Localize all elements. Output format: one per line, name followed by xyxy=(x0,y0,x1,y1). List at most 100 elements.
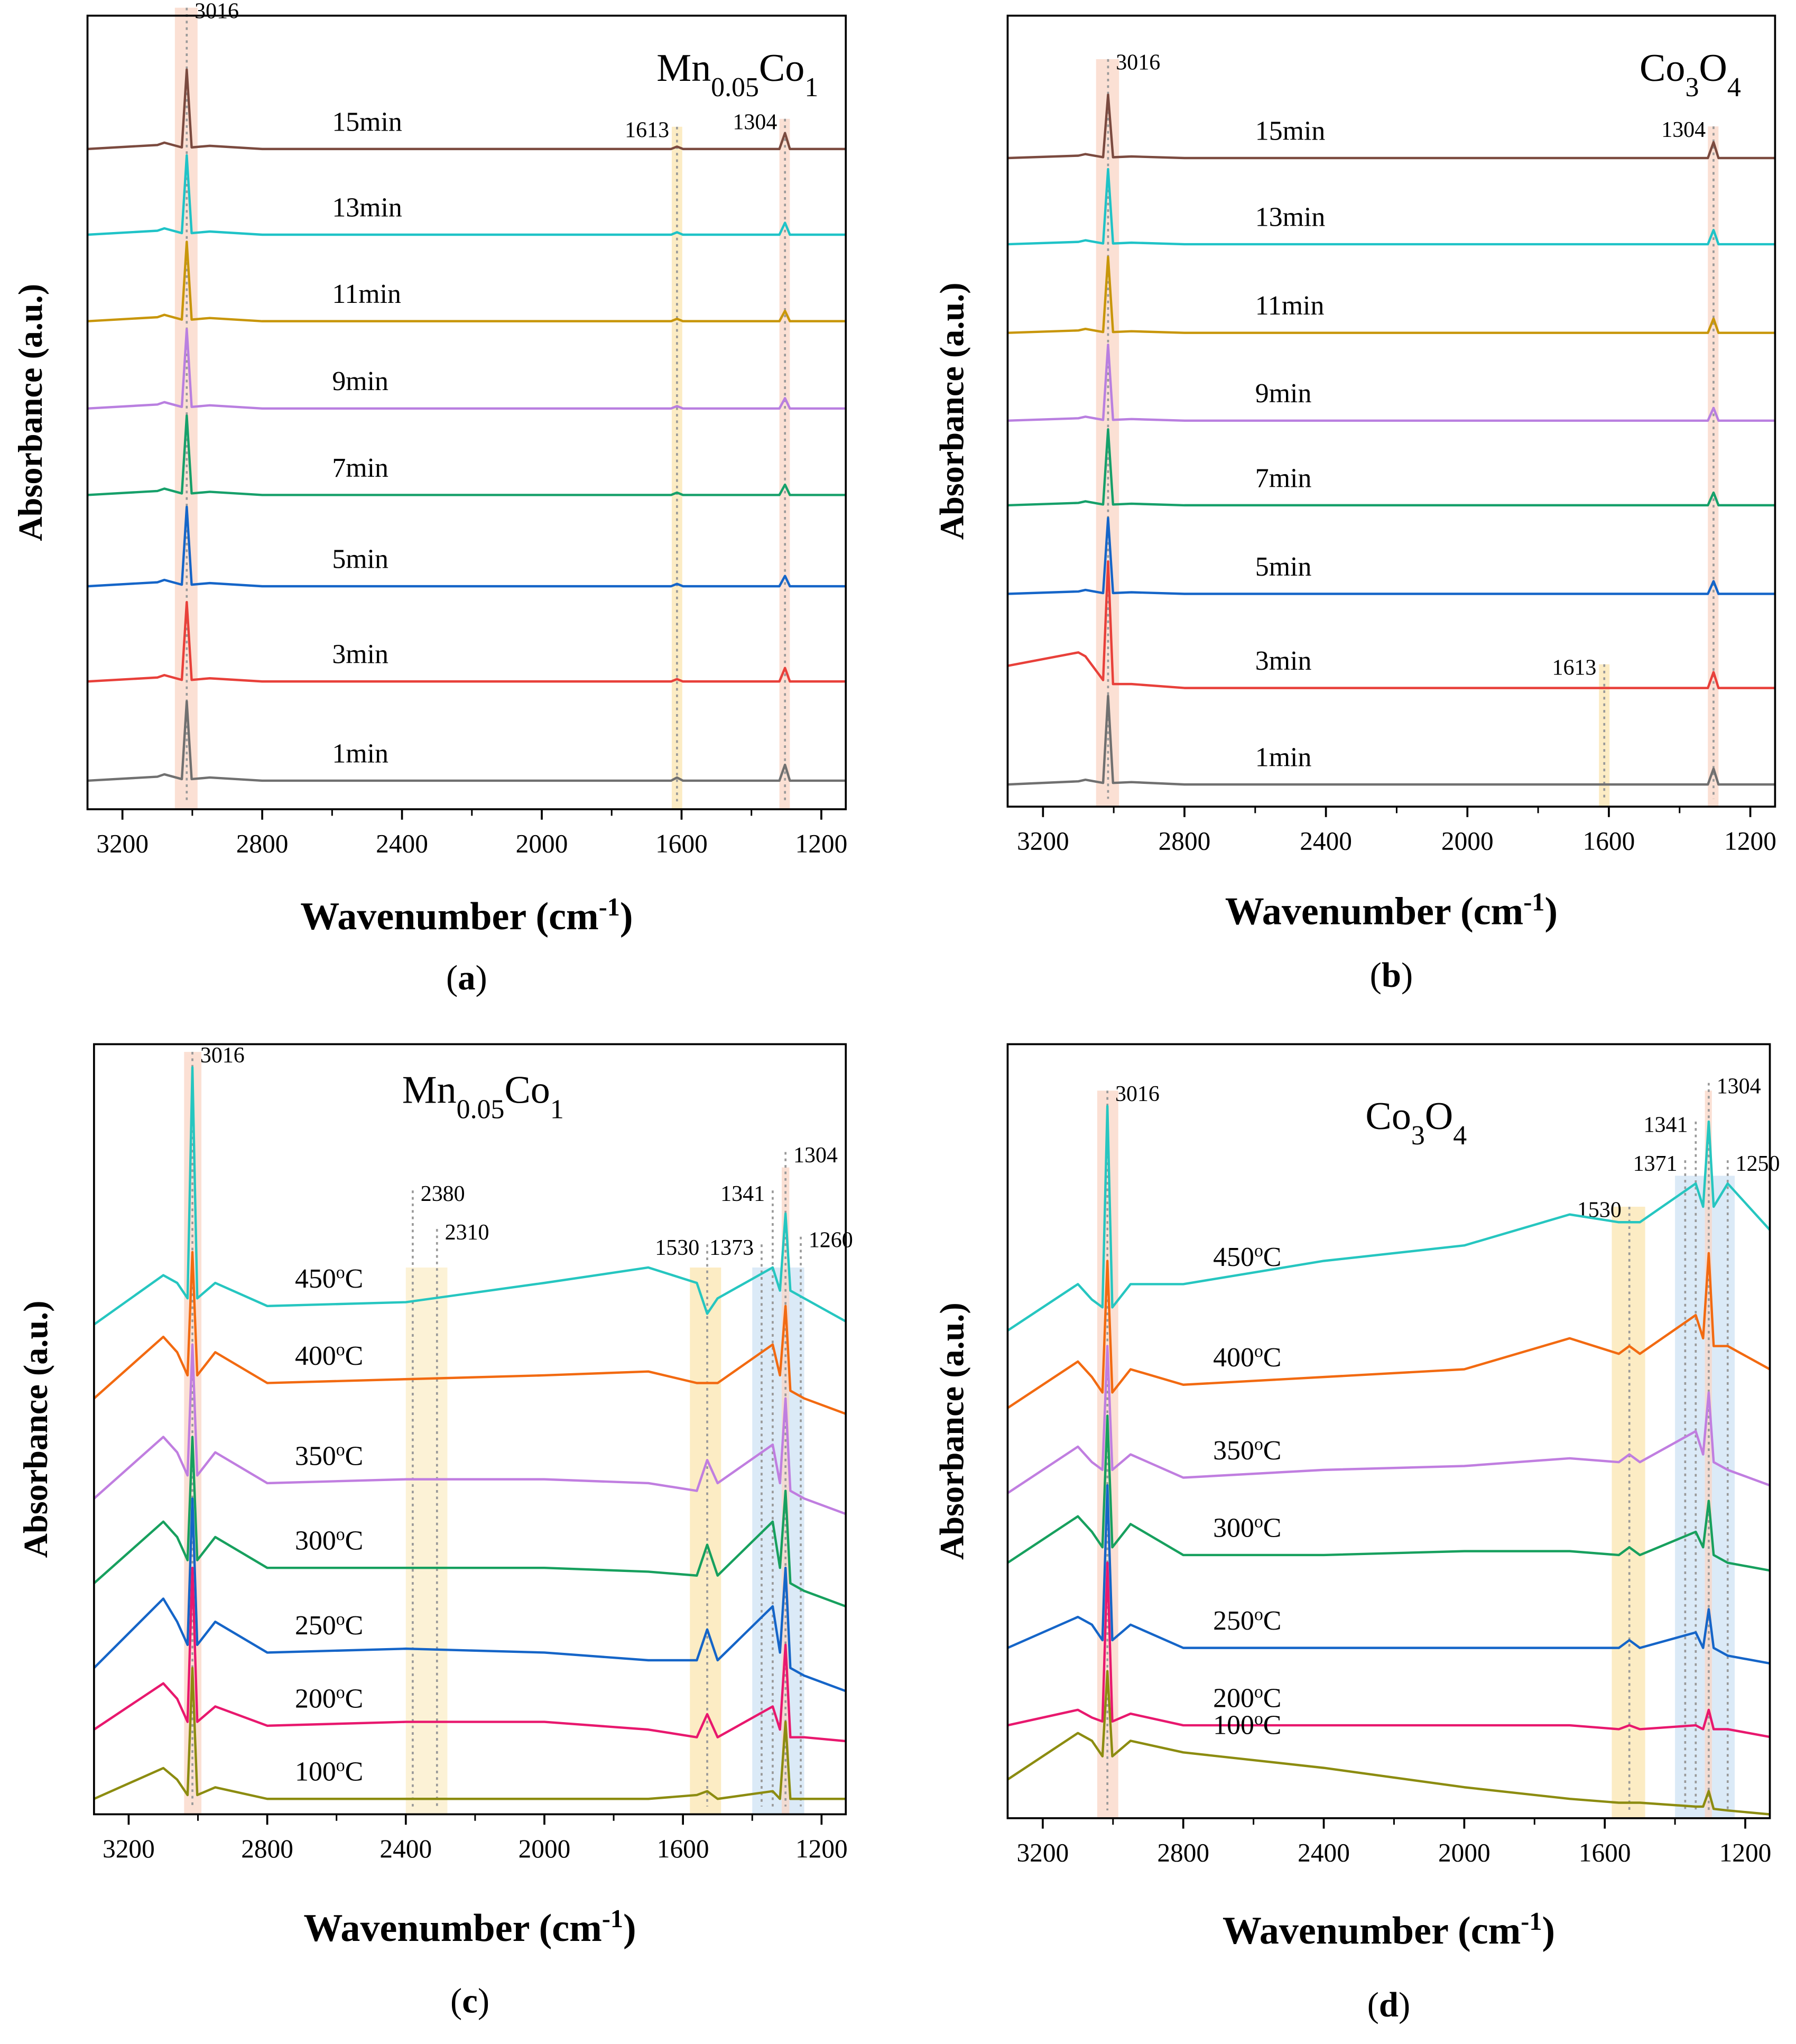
panel-caption: (a) xyxy=(446,959,487,997)
x-axis-label-part: -1 xyxy=(602,1904,623,1932)
series-label-part: C xyxy=(345,1264,364,1294)
y-axis-label: Absorbance (a.u.) xyxy=(933,1302,970,1560)
x-axis-label: Wavenumber (cm-1) xyxy=(1225,888,1558,933)
spectrum-line xyxy=(93,1343,846,1515)
plot-frame xyxy=(93,1043,847,1816)
panel-title: Co3O4 xyxy=(1365,1095,1467,1151)
series-label: 400oC xyxy=(295,1339,363,1371)
series-label: 400oC xyxy=(1213,1342,1281,1373)
spectrum-line xyxy=(1007,1484,1770,1665)
plot-frame xyxy=(1006,14,1776,808)
panel-title-part: O xyxy=(1699,47,1727,90)
panel-caption-part: ) xyxy=(476,959,487,997)
panel-title-part: Mn xyxy=(402,1069,457,1112)
panel-title: Mn0.05Co1 xyxy=(656,47,818,102)
peak-label: 3016 xyxy=(1116,51,1160,75)
spectrum-line xyxy=(93,1436,846,1608)
series-label-part: o xyxy=(1254,1682,1263,1701)
peak-label: 1304 xyxy=(1661,118,1706,142)
peak-label: 1341 xyxy=(720,1182,765,1206)
series-label: 250oC xyxy=(295,1609,363,1641)
series-label-part: C xyxy=(1263,1513,1282,1543)
x-tick-label: 1600 xyxy=(657,1834,709,1863)
highlight-band xyxy=(779,118,790,809)
spectrum-line xyxy=(1007,94,1775,160)
series-label-part: o xyxy=(1254,1512,1263,1531)
peak-label: 1613 xyxy=(625,118,669,143)
x-tick-label: 2000 xyxy=(516,829,568,858)
panel-caption: (c) xyxy=(450,1982,489,2021)
spectrum-line xyxy=(1007,1345,1771,1494)
series-label-part: o xyxy=(1254,1605,1263,1624)
series-label: 300oC xyxy=(1213,1512,1281,1543)
panel-title-part: Co xyxy=(1640,47,1685,90)
panel-title-part: Co xyxy=(1365,1095,1411,1138)
series-label: 100oC xyxy=(295,1755,363,1787)
series-label: 15min xyxy=(1255,116,1326,146)
series-label: 200oC xyxy=(1213,1682,1281,1713)
series-label-part: o xyxy=(1254,1434,1263,1454)
series-label-part: 300 xyxy=(1213,1513,1254,1543)
series-label: 300oC xyxy=(295,1524,363,1556)
series-label: 350oC xyxy=(1213,1434,1281,1466)
x-axis-label: Wavenumber (cm-1) xyxy=(1223,1907,1555,1953)
spectrum-line xyxy=(1007,1670,1770,1816)
series-label-part: o xyxy=(1254,1709,1263,1728)
series-label-part: o xyxy=(336,1440,345,1459)
series-label-part: 400 xyxy=(1213,1343,1254,1373)
x-axis-label: Wavenumber (cm-1) xyxy=(303,1904,636,1950)
highlight-band xyxy=(690,1267,721,1815)
x-tick-label: 2800 xyxy=(236,829,289,858)
x-axis-label-part: ) xyxy=(620,895,633,938)
panel-caption-part: ) xyxy=(1399,1986,1410,2024)
series-label-part: o xyxy=(336,1263,345,1282)
series-label: 9min xyxy=(332,366,388,396)
spectrum-line xyxy=(1007,343,1775,422)
x-tick-label: 2800 xyxy=(1159,827,1211,856)
series-label: 5min xyxy=(332,544,388,575)
panel-title: Co3O4 xyxy=(1640,47,1741,102)
x-tick-label: 2000 xyxy=(1441,827,1494,856)
spectrum-line xyxy=(1007,560,1775,689)
panel-title-part: 4 xyxy=(1453,1120,1467,1150)
spectrum-line xyxy=(1007,1561,1770,1738)
panel-title: Mn0.05Co1 xyxy=(402,1069,564,1125)
series-label-part: C xyxy=(1263,1684,1282,1714)
spectrum-line xyxy=(87,700,846,782)
series-label-part: 300 xyxy=(295,1526,336,1556)
series-label-part: o xyxy=(1254,1241,1263,1260)
series-label-part: 450 xyxy=(1213,1242,1254,1272)
panel-caption-part: ( xyxy=(446,959,458,997)
spectrum-line xyxy=(87,328,846,410)
x-axis-label-part: -1 xyxy=(1523,888,1544,916)
series-label-part: 100 xyxy=(295,1757,336,1787)
spectrum-line xyxy=(93,1667,846,1800)
series-label: 1min xyxy=(1255,743,1312,773)
x-tick-label: 2000 xyxy=(519,1834,571,1863)
panel: 3016 1613 1304 15min 13min 11min 9min 7min 5min 3… xyxy=(933,14,1776,995)
x-axis-label-part: Wavenumber (cm xyxy=(1223,1909,1521,1953)
series-label-part: o xyxy=(336,1609,345,1629)
panel-caption-part: ( xyxy=(450,1982,462,2021)
spectrum-line xyxy=(93,1251,846,1415)
y-axis-label: Absorbance (a.u.) xyxy=(12,284,49,541)
panel: 301615301371134113041250450oC400oC350oC3… xyxy=(933,1043,1780,2024)
y-axis-label: Absorbance (a.u.) xyxy=(17,1301,54,1558)
series-label: 100oC xyxy=(1213,1709,1281,1741)
plot-frame xyxy=(1006,1043,1771,1819)
peak-label: 1341 xyxy=(1644,1113,1688,1137)
x-tick-label: 3200 xyxy=(1017,827,1069,856)
peak-label: 1304 xyxy=(1717,1074,1761,1098)
series-label: 3min xyxy=(332,640,388,670)
panel-caption: (b) xyxy=(1370,956,1413,995)
series-label-part: o xyxy=(336,1755,345,1775)
series-label-part: 250 xyxy=(1213,1606,1254,1636)
panel-title-part: 1 xyxy=(804,72,818,103)
series-label: 450oC xyxy=(1213,1241,1281,1272)
x-tick-label: 3200 xyxy=(1017,1838,1069,1867)
x-tick-label: 1200 xyxy=(1724,827,1776,856)
series-label: 13min xyxy=(332,192,402,223)
panel-title-part: 0.05 xyxy=(711,72,759,103)
